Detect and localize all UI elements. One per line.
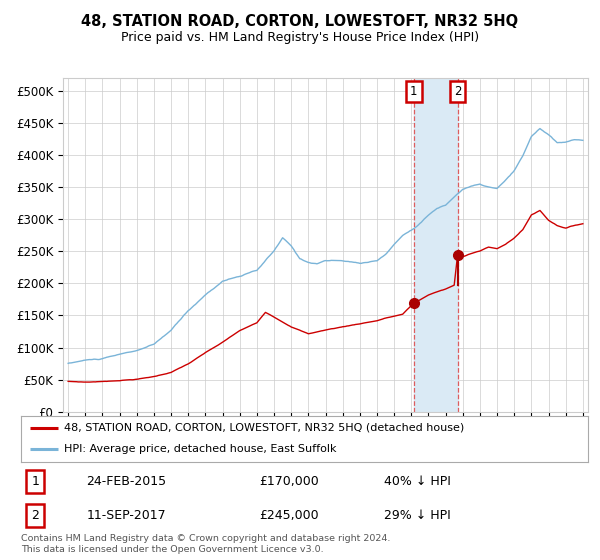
- Text: 11-SEP-2017: 11-SEP-2017: [86, 508, 166, 522]
- Text: 2: 2: [454, 85, 461, 97]
- Bar: [413, 78, 458, 412]
- Text: 24-FEB-2015: 24-FEB-2015: [86, 474, 166, 488]
- Text: 48, STATION ROAD, CORTON, LOWESTOFT, NR32 5HQ: 48, STATION ROAD, CORTON, LOWESTOFT, NR3…: [82, 14, 518, 29]
- Text: Price paid vs. HM Land Registry's House Price Index (HPI): Price paid vs. HM Land Registry's House …: [121, 31, 479, 44]
- Text: £170,000: £170,000: [259, 474, 319, 488]
- Text: 1: 1: [410, 85, 418, 97]
- Text: 29% ↓ HPI: 29% ↓ HPI: [384, 508, 451, 522]
- Text: 40% ↓ HPI: 40% ↓ HPI: [384, 474, 451, 488]
- Text: 1: 1: [31, 474, 39, 488]
- Text: HPI: Average price, detached house, East Suffolk: HPI: Average price, detached house, East…: [64, 444, 336, 454]
- Text: 48, STATION ROAD, CORTON, LOWESTOFT, NR32 5HQ (detached house): 48, STATION ROAD, CORTON, LOWESTOFT, NR3…: [64, 423, 464, 432]
- Text: £245,000: £245,000: [259, 508, 319, 522]
- Text: Contains HM Land Registry data © Crown copyright and database right 2024.
This d: Contains HM Land Registry data © Crown c…: [21, 534, 391, 554]
- Text: 2: 2: [31, 508, 39, 522]
